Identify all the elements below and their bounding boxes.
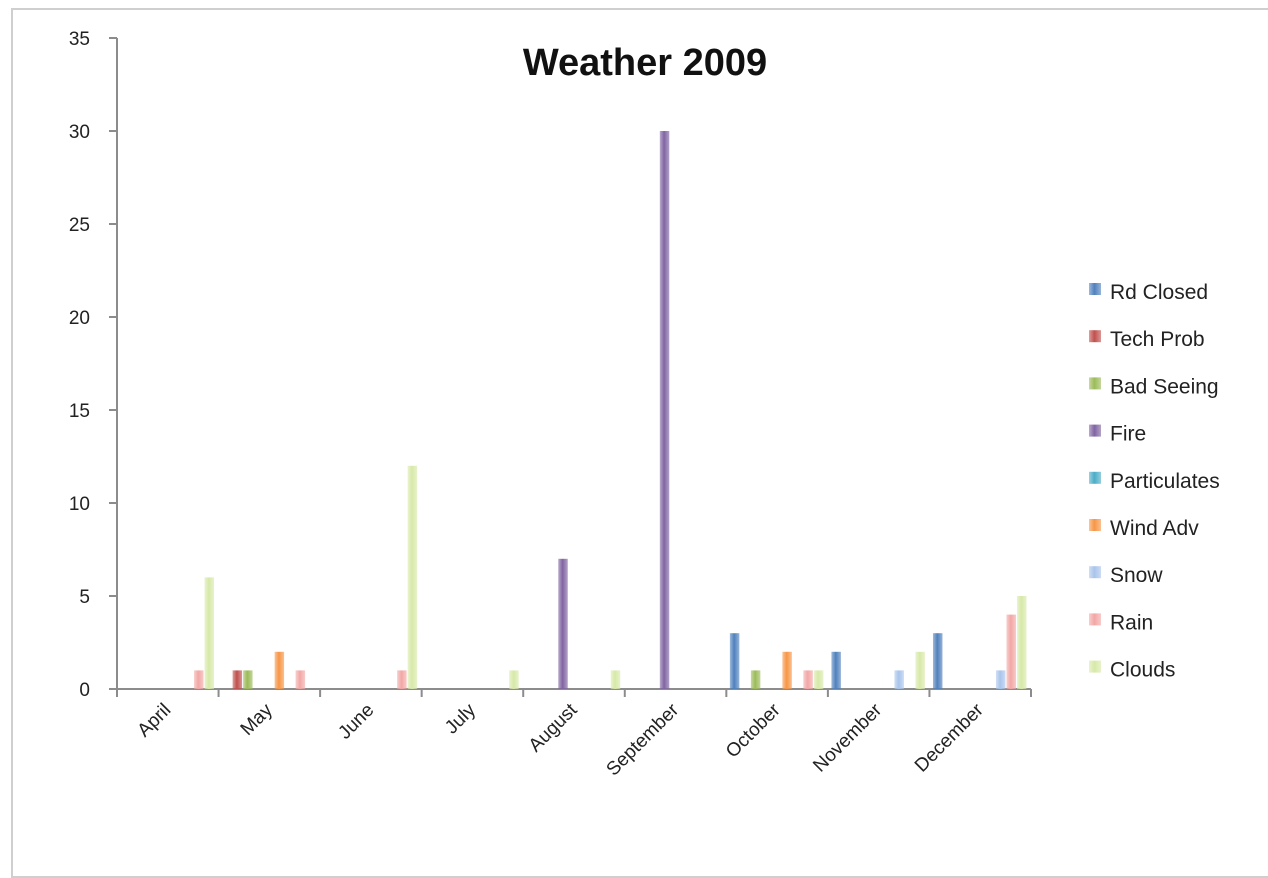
x-tick-label: April (134, 700, 176, 742)
chart-title: Weather 2009 (523, 42, 767, 84)
bar (397, 670, 407, 689)
y-tick-label: 30 (69, 122, 90, 143)
bar (915, 651, 925, 689)
legend-label: Wind Adv (1110, 517, 1199, 540)
y-tick-label: 15 (69, 401, 90, 422)
x-tick-label: June (334, 700, 378, 744)
legend-label: Tech Prob (1110, 328, 1205, 351)
bar (558, 558, 568, 689)
bar (729, 633, 740, 689)
x-tick-label: November (809, 699, 886, 776)
y-tick-label: 5 (79, 587, 90, 608)
legend-label: Fire (1110, 423, 1146, 446)
bar (894, 670, 904, 689)
bar (932, 633, 943, 689)
legend-swatch (1089, 424, 1101, 437)
x-tick-label: August (525, 699, 582, 756)
legend-swatch (1089, 519, 1101, 531)
bar (750, 670, 761, 689)
y-tick-label: 35 (69, 29, 90, 50)
bar (204, 577, 215, 689)
legend-swatch (1089, 377, 1101, 390)
legend-swatch (1089, 566, 1101, 579)
legend-label: Rain (1110, 611, 1153, 634)
legend-label: Particulates (1110, 470, 1220, 493)
x-tick-label: September (603, 699, 684, 780)
x-axis: April May June July August September October No… (116, 688, 1032, 780)
y-axis: 0 5 10 15 20 25 30 35 (69, 29, 118, 701)
bar (243, 670, 253, 689)
bar (194, 670, 204, 689)
bar (1006, 614, 1016, 689)
legend-swatch (1089, 660, 1101, 673)
legend-swatch (1089, 283, 1101, 295)
x-tick-label: December (911, 699, 988, 776)
bar (782, 651, 792, 689)
bar (831, 651, 841, 689)
legend-swatch (1089, 330, 1101, 343)
x-tick-label: July (441, 699, 480, 738)
bar (509, 670, 519, 689)
bar (659, 131, 670, 689)
y-tick-label: 0 (79, 680, 90, 701)
bar (813, 670, 824, 689)
legend-swatch (1089, 471, 1101, 484)
legend-label: Rd Closed (1110, 281, 1208, 304)
chart-frame (11, 8, 1268, 878)
bar (995, 670, 1006, 689)
bar (232, 670, 243, 689)
x-tick-label: October (722, 699, 785, 762)
y-tick-label: 25 (69, 215, 90, 236)
bars (194, 131, 1027, 689)
legend: Rd Closed Tech Prob Bad Seeing Fire Particul… (1089, 281, 1220, 682)
legend-label: Bad Seeing (1110, 375, 1219, 398)
bar (295, 670, 306, 689)
legend-label: Clouds (1110, 659, 1175, 682)
y-tick-label: 10 (69, 494, 90, 515)
bar (803, 670, 813, 689)
legend-swatch (1089, 613, 1101, 626)
bar (610, 670, 621, 689)
x-tick-label: May (237, 699, 278, 740)
y-tick-label: 20 (69, 308, 90, 329)
bar (274, 651, 285, 689)
bar (407, 465, 418, 689)
bar (1016, 596, 1027, 689)
legend-label: Snow (1110, 564, 1163, 587)
